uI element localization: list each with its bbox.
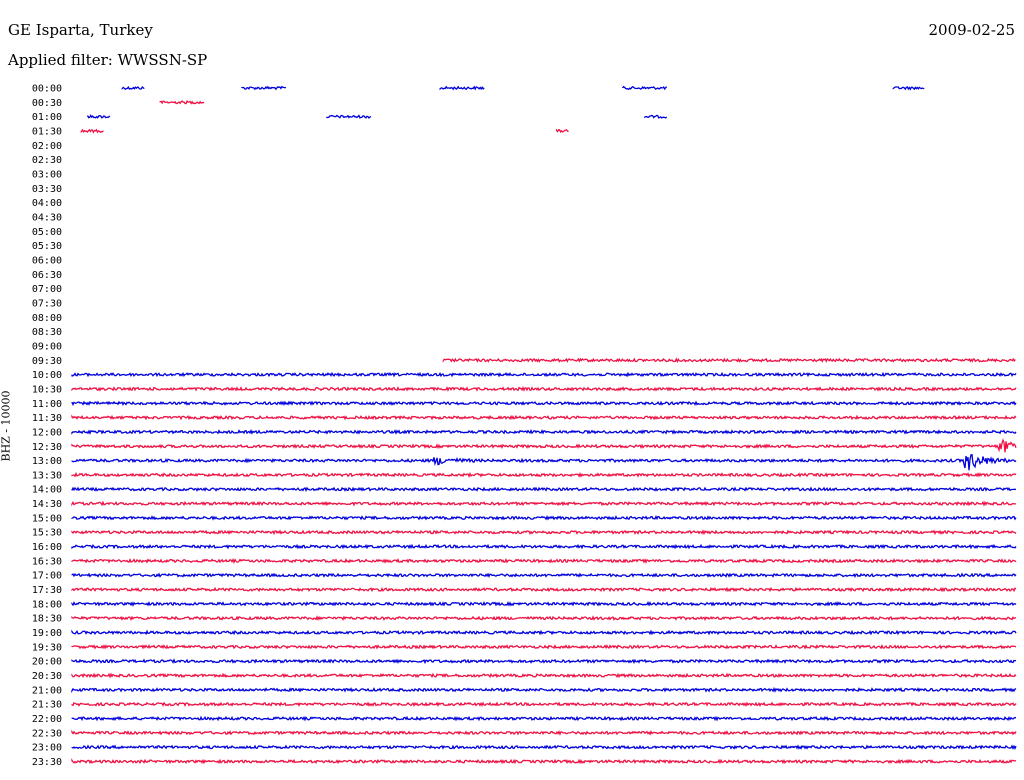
date-label: 2009-02-25 (928, 21, 1015, 39)
row-time-label: 11:00 (32, 399, 62, 410)
trace-segment (71, 729, 1017, 736)
row-time-label: 05:30 (32, 241, 62, 252)
row-time-label: 22:00 (32, 714, 62, 725)
row-time-label: 12:30 (32, 442, 62, 453)
trace-segment (71, 601, 1017, 607)
trace-segment (439, 85, 485, 91)
row-time-label: 09:00 (32, 341, 62, 352)
row-time-label: 10:00 (32, 370, 62, 381)
trace-segment (71, 386, 1017, 392)
trace-segment (71, 371, 1017, 378)
row-time-label: 21:00 (32, 685, 62, 696)
row-time-label: 14:30 (32, 499, 62, 510)
trace-segment (71, 643, 1017, 650)
row-time-label: 03:30 (32, 184, 62, 195)
row-time-label: 02:00 (32, 141, 62, 152)
trace-segment (71, 471, 1017, 478)
trace-segment (71, 586, 1017, 593)
row-time-label: 08:30 (32, 327, 62, 338)
row-time-label: 19:00 (32, 628, 62, 639)
trace-segment (71, 543, 1017, 550)
row-time-label: 08:00 (32, 313, 62, 324)
row-time-label: 16:00 (32, 542, 62, 553)
trace-segment (80, 128, 104, 134)
station-title: GE Isparta, Turkey (8, 21, 153, 39)
row-time-label: 01:00 (32, 112, 62, 123)
trace-segment (71, 686, 1017, 694)
filter-label: Applied filter: WWSSN-SP (8, 51, 208, 69)
row-time-label: 12:00 (32, 427, 62, 438)
row-time-label: 13:30 (32, 470, 62, 481)
row-time-label: 17:30 (32, 585, 62, 596)
row-time-label: 18:00 (32, 599, 62, 610)
row-time-label: 01:30 (32, 126, 62, 137)
trace-segment (71, 715, 1017, 722)
trace-segment (71, 414, 1017, 421)
row-time-label: 03:00 (32, 169, 62, 180)
row-time-label: 00:00 (32, 84, 62, 95)
row-time-label: 17:00 (32, 571, 62, 582)
row-time-label: 20:30 (32, 671, 62, 682)
row-time-label: 09:30 (32, 356, 62, 367)
row-time-label: 06:00 (32, 255, 62, 266)
row-time-label: 04:30 (32, 212, 62, 223)
trace-segment (555, 128, 569, 134)
trace-segment (71, 529, 1017, 536)
row-time-label: 21:30 (32, 700, 62, 711)
trace-segment (71, 615, 1017, 622)
trace-segment (326, 114, 372, 119)
row-time-label: 13:00 (32, 456, 62, 467)
row-time-label: 23:30 (32, 757, 62, 768)
row-time-label: 11:30 (32, 413, 62, 424)
trace-segment (71, 453, 1017, 471)
trace-segment (241, 85, 287, 91)
trace-segment (71, 658, 1017, 665)
trace-segment (71, 572, 1017, 579)
channel-axis-label: BHZ - 10000 (0, 390, 13, 461)
trace-segment (622, 85, 668, 91)
trace-segment (71, 500, 1017, 507)
row-time-label: 06:30 (32, 270, 62, 281)
trace-segment (159, 99, 205, 105)
trace-segment (121, 85, 145, 91)
row-time-label: 02:30 (32, 155, 62, 166)
row-time-label: 15:30 (32, 528, 62, 539)
row-time-label: 10:30 (32, 384, 62, 395)
row-time-label: 22:30 (32, 728, 62, 739)
trace-segment (71, 701, 1017, 708)
row-time-label: 07:00 (32, 284, 62, 295)
row-time-label: 23:00 (32, 743, 62, 754)
row-time-label: 00:30 (32, 98, 62, 109)
trace-segment (71, 758, 1017, 765)
row-time-label: 05:00 (32, 227, 62, 238)
row-time-label: 15:00 (32, 513, 62, 524)
trace-segment (71, 557, 1017, 564)
trace-segment (71, 438, 1017, 453)
row-time-label: 20:00 (32, 657, 62, 668)
row-time-label: 19:30 (32, 642, 62, 653)
trace-segment (442, 357, 1016, 364)
trace-segment (71, 515, 1017, 521)
row-time-label: 18:30 (32, 614, 62, 625)
trace-segment (892, 85, 925, 91)
row-time-label: 04:00 (32, 198, 62, 209)
channel-label-text: BHZ - 10000 (0, 390, 13, 462)
trace-segment (71, 672, 1017, 679)
row-time-label: 07:30 (32, 298, 62, 309)
trace-segment (71, 629, 1017, 636)
trace-segment (71, 400, 1017, 407)
trace-segment (87, 114, 111, 119)
trace-segment (644, 114, 668, 119)
trace-segment (71, 486, 1017, 493)
trace-segment (71, 744, 1017, 751)
trace-segment (71, 428, 1017, 435)
row-time-label: 14:00 (32, 485, 62, 496)
row-time-label: 16:30 (32, 556, 62, 567)
